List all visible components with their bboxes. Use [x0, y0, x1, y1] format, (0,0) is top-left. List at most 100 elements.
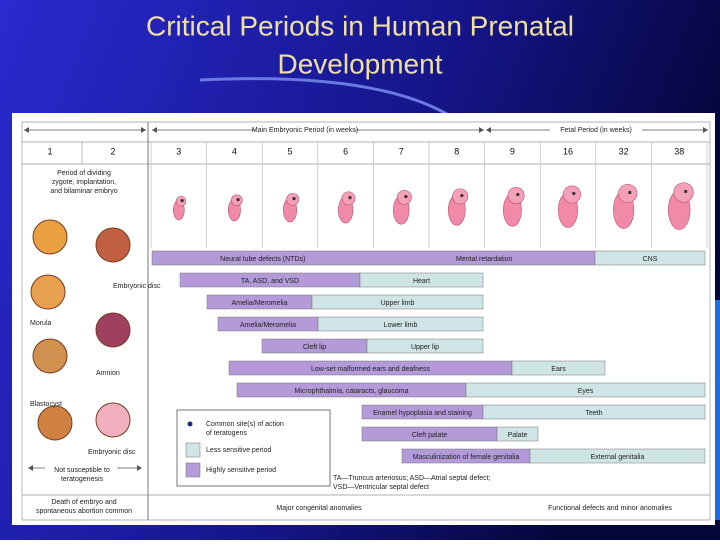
bar-label: Lower limb	[384, 322, 418, 329]
embryo-eye	[684, 189, 688, 194]
bar-label: Amelia/Meromelia	[240, 322, 296, 329]
title: Critical Periods in Human Prenatal	[146, 10, 574, 41]
legend-swatch	[185, 462, 201, 478]
illustration	[30, 274, 66, 310]
bar-label: Amelia/Meromelia	[231, 300, 287, 307]
legend-text: Less sensitive period	[206, 447, 271, 454]
bar-label: Enamel hypoplasia and staining	[373, 410, 472, 417]
legend-box	[176, 409, 331, 487]
bar-label: Ears	[551, 366, 566, 373]
low-sensitivity-bar	[366, 338, 484, 354]
embryo-head	[396, 189, 412, 205]
image-label: Blastocyst	[30, 401, 62, 408]
bar-label: Cleft palate	[412, 432, 448, 439]
low-sensitivity-bar	[465, 382, 706, 398]
image-label: Amnion	[96, 370, 120, 377]
week-label: 3	[176, 146, 181, 156]
embryo-head	[673, 182, 694, 203]
left-text: Death of embryo and	[51, 499, 116, 506]
image-label: Embryonic disc	[113, 283, 161, 290]
label-bg	[550, 124, 642, 136]
bar-label: Palate	[508, 432, 528, 439]
left-text: Period of dividing	[57, 170, 111, 177]
legend-swatch	[185, 442, 201, 458]
bar-label: Neural tube defects (NTDs)	[220, 256, 305, 263]
embryo-head	[341, 191, 356, 206]
bar-label: Teeth	[585, 410, 602, 417]
legend-dot	[187, 421, 193, 427]
legend-text: Highly sensitive period	[206, 467, 276, 474]
bar-label: Cleft lip	[303, 344, 326, 351]
header-label: Main Embryonic Period (in weeks)	[252, 127, 358, 134]
bar-label: Upper limb	[381, 300, 415, 307]
title: Development	[278, 48, 443, 79]
embryo-eye	[404, 194, 408, 199]
left-text: Not susceptible to	[54, 467, 110, 474]
bar-label: Upper lip	[411, 344, 439, 351]
bar-label: Masculinization of female genitalia	[413, 454, 520, 461]
week-label: 2	[110, 146, 115, 156]
week-label: 16	[563, 146, 573, 156]
low-sensitivity-bar	[359, 272, 484, 288]
embryo-eye	[292, 197, 296, 201]
label-bg	[255, 124, 355, 136]
footnote: VSD—Ventricular septal defect	[333, 484, 429, 491]
week-label: 1	[47, 146, 52, 156]
illustration	[95, 402, 131, 438]
illustration	[95, 227, 131, 263]
high-sensitivity-bar	[151, 250, 596, 266]
week-label: 6	[343, 146, 348, 156]
illustration	[95, 312, 131, 348]
week-label: 8	[454, 146, 459, 156]
bar-label: CNS	[643, 256, 658, 263]
left-text: zygote, implantation,	[52, 179, 116, 186]
embryo-eye	[460, 193, 464, 198]
left-text: teratogenesis	[61, 476, 104, 483]
bar-label: Microphthalmia, cataracts, glaucoma	[295, 388, 409, 395]
bar-label: Eyes	[578, 388, 594, 395]
low-sensitivity-bar	[529, 448, 706, 464]
embryo-head	[452, 188, 469, 205]
week-label: 4	[232, 146, 237, 156]
embryo-head	[562, 185, 581, 204]
embryo-eye	[236, 198, 240, 202]
embryo-eye	[572, 191, 576, 196]
legend-text: of teratogens	[206, 430, 247, 437]
embryo-head	[507, 186, 525, 204]
illustration	[37, 405, 73, 441]
legend-text: Common site(s) of action	[206, 421, 284, 428]
bar-label: Heart	[413, 278, 430, 285]
label-bg	[45, 463, 117, 485]
week-label: 9	[510, 146, 515, 156]
bottom-label: Major congenital anomalies	[276, 505, 362, 512]
low-sensitivity-bar	[482, 404, 706, 420]
illustration	[32, 219, 68, 255]
bottom-label: Functional defects and minor anomalies	[548, 505, 672, 512]
embryo-eye	[628, 190, 632, 195]
embryo-eye	[180, 199, 184, 203]
low-sensitivity-bar	[496, 426, 539, 442]
week-label: 38	[674, 146, 684, 156]
bar-label: Mental retardation	[456, 256, 513, 263]
image-label: Embryonic disc	[88, 449, 136, 456]
low-sensitivity-bar	[511, 360, 606, 376]
low-sensitivity-bar	[311, 294, 484, 310]
embryo-eye	[516, 192, 520, 197]
illustration	[32, 338, 68, 374]
week-label: 5	[287, 146, 292, 156]
embryo-eye	[348, 195, 352, 200]
bar-label: Low-set malformed ears and deafness	[311, 366, 431, 373]
bar-label: TA, ASD, and VSD	[241, 278, 299, 285]
bar-label: External genitalia	[591, 454, 645, 461]
left-text: spontaneous abortion common	[36, 508, 132, 515]
low-sensitivity-bar	[594, 250, 706, 266]
left-text: and bilaminar embryo	[50, 188, 117, 195]
diagram: Main Embryonic Period (in weeks) Fetal Pe…	[21, 121, 711, 521]
image-label: Morula	[30, 320, 52, 327]
embryo-head	[618, 183, 638, 204]
low-sensitivity-bar	[317, 316, 484, 332]
footnote: TA—Truncus arteriosus; ASD—Atrial septal…	[333, 475, 491, 482]
week-label: 32	[619, 146, 629, 156]
